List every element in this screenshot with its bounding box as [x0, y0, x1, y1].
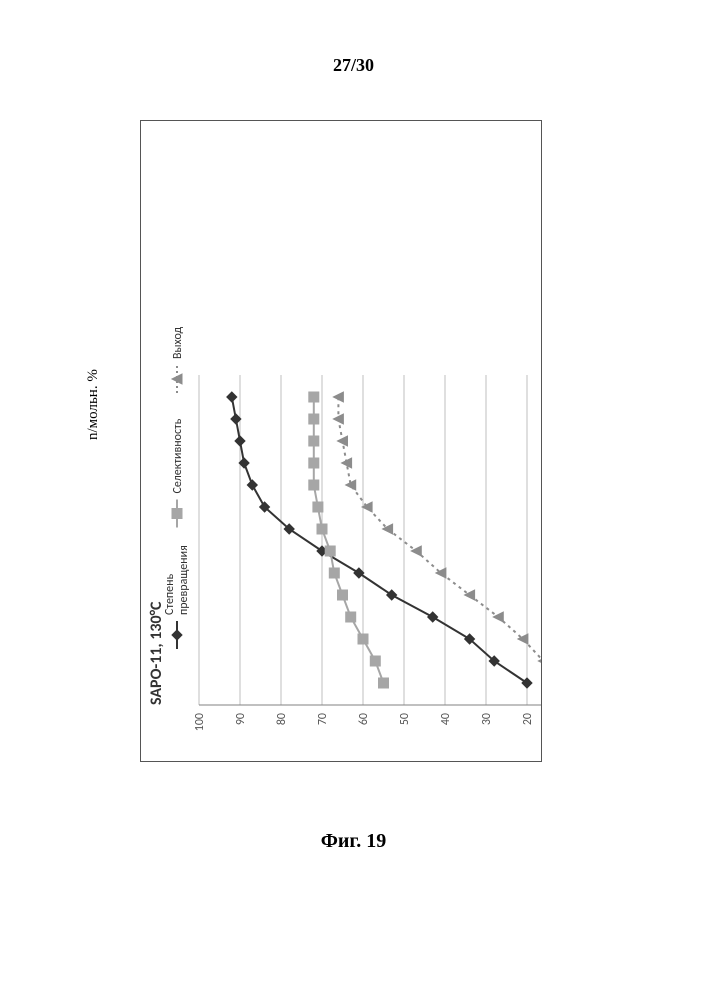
- svg-text:20: 20: [521, 713, 535, 725]
- chart-container: SAPO-11, 130°CСтепеньпревращения Селектив…: [140, 120, 542, 762]
- svg-text:40: 40: [439, 713, 453, 725]
- svg-text:Селективность: Селективность: [171, 418, 185, 493]
- svg-text:50: 50: [398, 713, 412, 725]
- svg-text:превращения: превращения: [177, 545, 191, 615]
- svg-text:60: 60: [357, 713, 371, 725]
- svg-text:80: 80: [275, 713, 289, 725]
- page-number: 27/30: [0, 55, 707, 76]
- svg-text:Степень: Степень: [163, 573, 177, 615]
- svg-text:100: 100: [193, 713, 207, 731]
- svg-text:SAPO-11, 130°C: SAPO-11, 130°C: [147, 601, 166, 705]
- svg-text:90: 90: [234, 713, 248, 725]
- chart-svg: SAPO-11, 130°CСтепеньпревращения Селектив…: [141, 121, 541, 761]
- page: 27/30 n/мольн. % SAPO-11, 130°CСтепеньпр…: [0, 0, 707, 1000]
- svg-text:30: 30: [480, 713, 494, 725]
- svg-text:70: 70: [316, 713, 330, 725]
- svg-text:Выход: Выход: [171, 326, 185, 359]
- figure-caption: Фиг. 19: [0, 830, 707, 853]
- y-axis-label: n/мольн. %: [85, 369, 102, 440]
